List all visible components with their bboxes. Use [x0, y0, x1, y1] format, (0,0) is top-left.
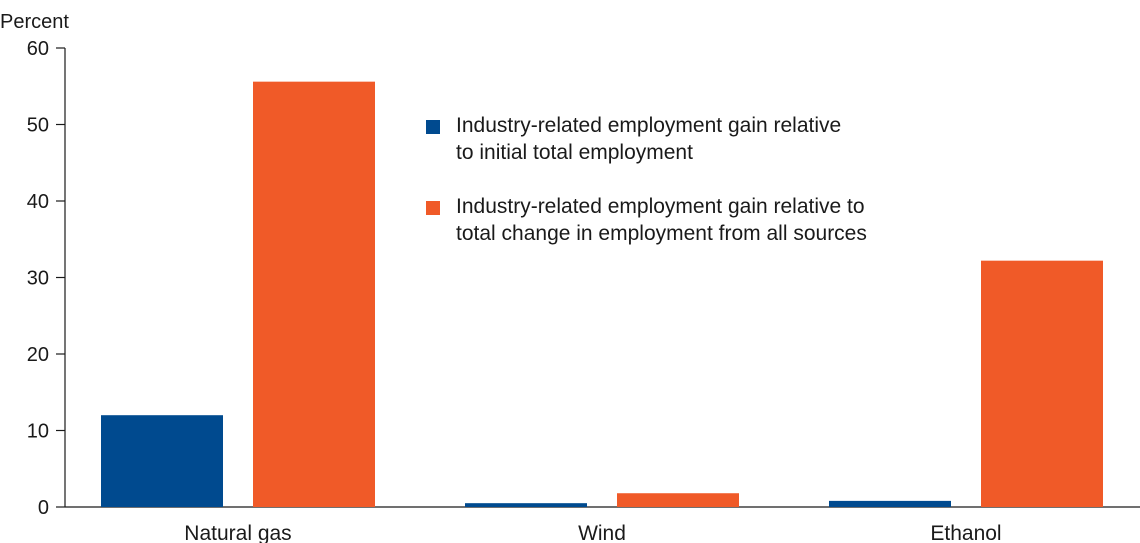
y-tick-label: 50 — [27, 115, 49, 137]
legend: Industry-related employment gain relativ… — [426, 112, 946, 274]
legend-label-series-2: Industry-related employment gain relativ… — [456, 195, 867, 245]
bar-series-1-natural-gas — [101, 415, 223, 507]
bar-series-2-ethanol — [981, 260, 1103, 507]
x-tick-label: Wind — [578, 522, 626, 543]
legend-item-series-2: Industry-related employment gain relativ… — [426, 193, 946, 247]
bar-series-1-ethanol — [829, 500, 951, 507]
y-tick-label: 20 — [27, 344, 49, 366]
y-tick-label: 30 — [27, 268, 49, 290]
y-tick-label: 0 — [38, 497, 49, 519]
bar-series-2-natural-gas — [253, 81, 375, 507]
bars — [101, 81, 1103, 507]
x-axis: Natural gas Wind Ethanol — [65, 506, 1140, 543]
bar-series-1-wind — [465, 503, 587, 507]
legend-item-series-1: Industry-related employment gain relativ… — [426, 112, 946, 166]
x-tick-label: Ethanol — [930, 522, 1001, 543]
legend-swatch-series-1 — [426, 120, 440, 134]
y-tick-label: 10 — [27, 421, 49, 443]
y-axis: 0 10 20 30 40 50 60 — [27, 38, 66, 519]
bar-series-2-wind — [617, 493, 739, 507]
y-axis-label: Percent — [0, 11, 69, 33]
legend-label-series-1: Industry-related employment gain relativ… — [456, 114, 842, 164]
legend-swatch-series-2 — [426, 201, 440, 215]
y-tick-label: 60 — [27, 38, 49, 60]
y-tick-label: 40 — [27, 191, 49, 213]
x-tick-label: Natural gas — [184, 522, 291, 543]
